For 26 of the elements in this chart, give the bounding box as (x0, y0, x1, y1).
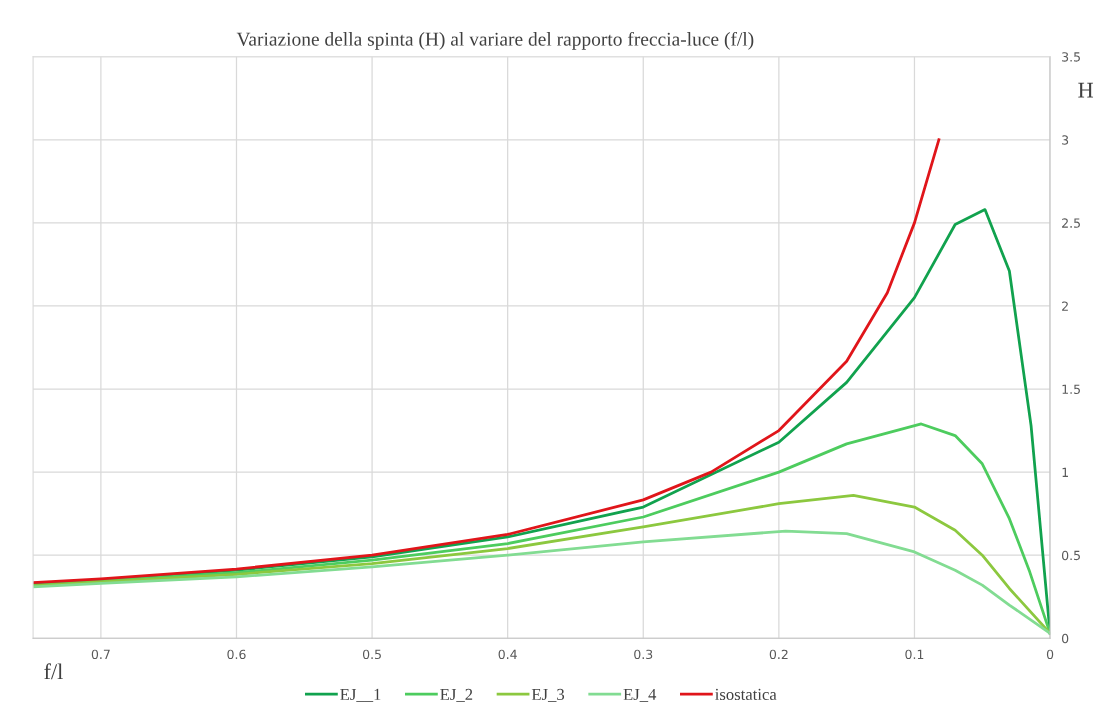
x-tick-label: 0.7 (91, 649, 110, 660)
y-tick-label: 3 (1062, 135, 1069, 145)
line-series (33, 529, 1051, 635)
y-tick-label: 2 (1062, 301, 1068, 311)
y-tick-label: 0.5 (1061, 550, 1080, 561)
x-axis-title: f/l (44, 663, 63, 680)
y-axis-title: H (1078, 82, 1094, 98)
chart-title: Variazione della spinta (H) al variare del rapporto freccia-luce (f/l) (236, 31, 754, 50)
x-tick-label: 0.5 (362, 649, 381, 660)
x-tick-label: 0.2 (769, 649, 788, 660)
x-tick-label: 0.6 (227, 649, 246, 660)
x-tick-label: 0.4 (498, 649, 517, 660)
legend-label: EJ_4 (623, 688, 657, 703)
y-tick-label: 2.5 (1062, 218, 1080, 228)
y-tick-label: 3.5 (1062, 52, 1080, 62)
x-tick-label: 0 (1046, 649, 1054, 660)
line-series (33, 138, 941, 585)
legend-label: EJ_3 (531, 688, 565, 703)
x-tick-label: 0.3 (634, 649, 653, 660)
y-tick-label: 0 (1061, 633, 1069, 644)
y-tick-label: 1.5 (1062, 384, 1080, 394)
x-tick-label: 0.1 (905, 649, 924, 660)
y-tick-label: 1 (1062, 467, 1068, 477)
legend-label: EJ_2 (440, 688, 473, 703)
legend-label: isostatica (715, 688, 777, 701)
legend-label: EJ__1 (340, 688, 381, 703)
